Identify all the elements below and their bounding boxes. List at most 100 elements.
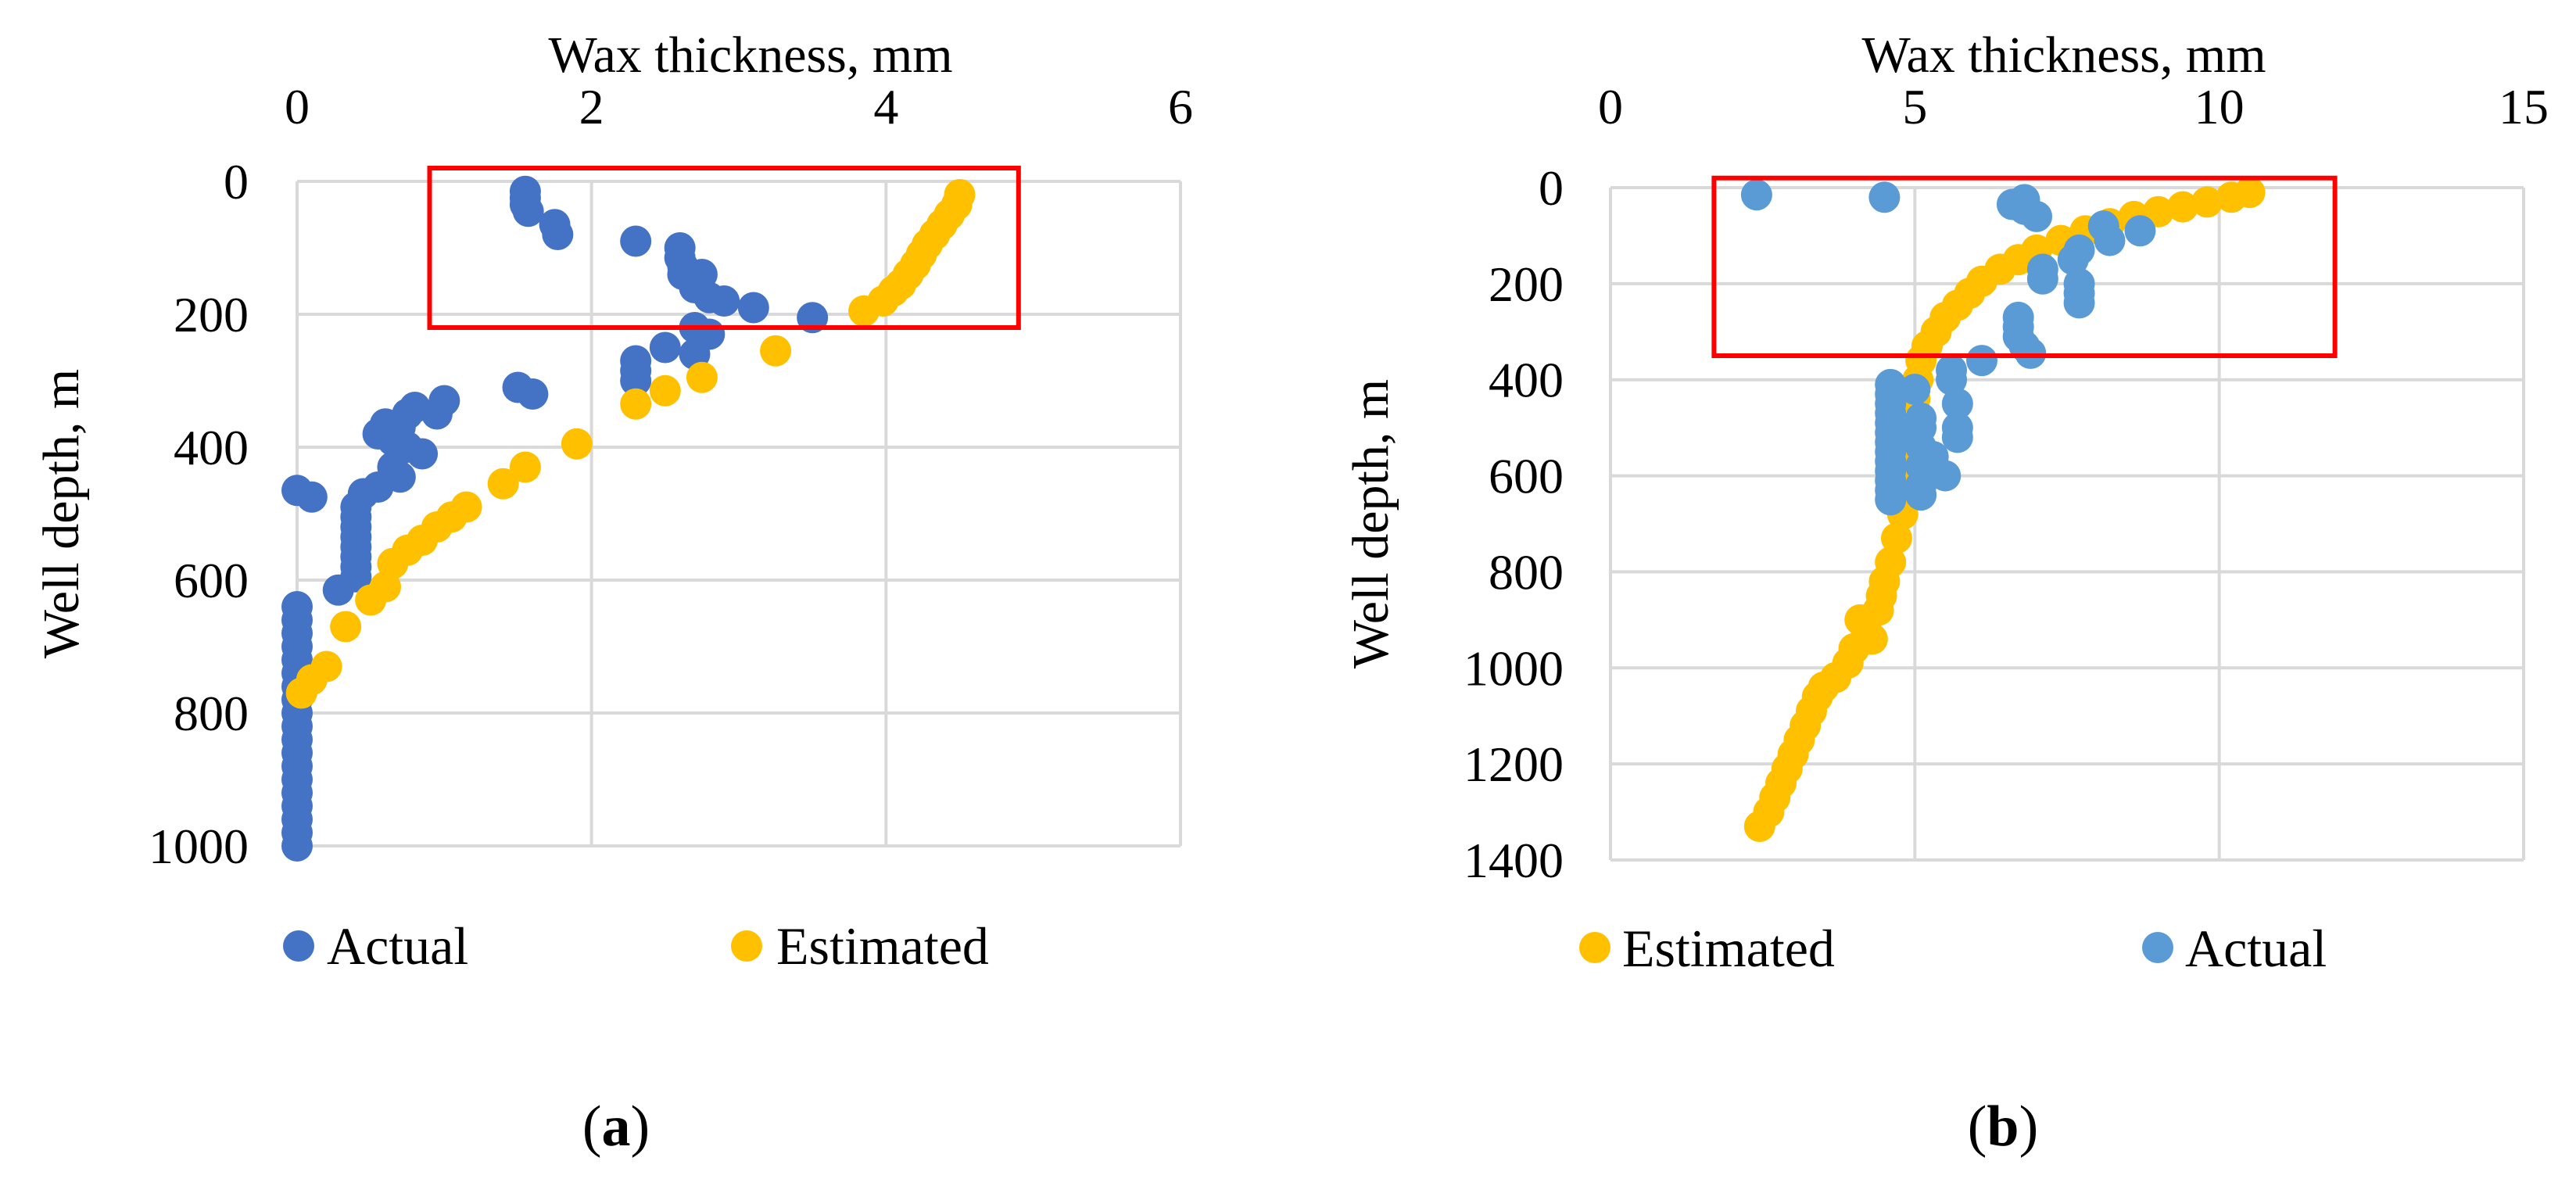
- point-estimated-a-14: [686, 361, 718, 393]
- panel-label-b-close: ): [2019, 1095, 2039, 1159]
- point-estimated-b-3: [2166, 191, 2198, 223]
- y-tick-label-a-4: 800: [174, 686, 249, 741]
- legend-marker-actual-a: [283, 930, 314, 962]
- point-actual-a-23: [620, 365, 652, 396]
- point-actual-b-7: [2124, 215, 2156, 247]
- point-actual-b-25: [1899, 374, 1931, 405]
- point-actual-a-6: [620, 225, 652, 257]
- y-axis-title-a: Well depth, m: [33, 369, 90, 658]
- panel-label-b: (b): [1968, 1095, 2038, 1159]
- y-tick-label-b-2: 400: [1489, 353, 1564, 408]
- x-tick-label-a-3: 6: [1168, 79, 1193, 134]
- legend-label-estimated-b: Estimated: [1622, 919, 1835, 978]
- series-estimated-a: [285, 179, 976, 709]
- point-actual-a-29: [421, 398, 453, 430]
- y-tick-label-b-6: 1200: [1464, 736, 1564, 792]
- point-actual-a-3: [512, 195, 544, 228]
- chart-b: 0 5 10 15 0 200 400 600 800 1000 1200 1400 Wax thi…: [1342, 27, 2549, 1159]
- point-estimated-a-31: [285, 677, 317, 709]
- point-estimated-b-46: [1743, 811, 1775, 842]
- point-actual-a-19: [649, 331, 681, 364]
- x-tick-label-a-2: 4: [873, 79, 898, 134]
- legend-label-actual-b: Actual: [2185, 919, 2327, 978]
- highlight-box-b: [1711, 175, 2338, 358]
- legend-label-estimated-a: Estimated: [776, 916, 989, 976]
- x-tick-label-a-0: 0: [285, 79, 310, 134]
- y-ticks-b: 0 200 400 600 800 1000 1200 1400: [1464, 160, 1564, 888]
- panel-label-a-open: (: [582, 1095, 602, 1159]
- point-estimated-a-27: [355, 584, 387, 616]
- point-actual-b-12: [2026, 263, 2058, 295]
- point-estimated-b-25: [1880, 522, 1912, 554]
- y-tick-label-b-3: 600: [1489, 449, 1564, 504]
- point-estimated-b-1: [2216, 181, 2248, 213]
- point-actual-b-23: [1936, 364, 1968, 396]
- panel-label-b-open: (: [1968, 1095, 1987, 1159]
- chart-a: 0 2 4 6 0 200 400 600 800 1000 Wax thickness, mm…: [33, 27, 1193, 1159]
- point-actual-b-15: [2063, 287, 2095, 319]
- point-actual-b-20: [2015, 337, 2047, 369]
- x-ticks-a: 0 2 4 6: [285, 79, 1193, 134]
- series-a: [281, 175, 976, 862]
- x-tick-label-b-0: 0: [1598, 79, 1623, 134]
- point-actual-b-35: [1941, 421, 1973, 453]
- point-actual-a-35: [407, 438, 439, 470]
- point-actual-b-10: [2057, 244, 2089, 276]
- point-actual-a-14: [708, 285, 740, 317]
- point-actual-a-15: [737, 292, 769, 324]
- series-estimated-b: [1743, 177, 2266, 842]
- point-estimated-b-2: [2191, 186, 2223, 218]
- legend-marker-estimated-b: [1579, 932, 1610, 963]
- point-estimated-a-28: [330, 611, 362, 643]
- point-actual-a-25: [517, 378, 549, 410]
- point-actual-a-41: [296, 481, 328, 513]
- y-ticks-a: 0 200 400 600 800 1000: [149, 154, 249, 874]
- point-estimated-a-17: [561, 428, 593, 460]
- panel-label-a-letter: a: [602, 1095, 631, 1159]
- y-tick-label-a-3: 600: [174, 553, 249, 608]
- legend-a: Actual Estimated: [283, 916, 989, 976]
- point-actual-b-27: [1941, 388, 1973, 420]
- point-actual-b-21: [1965, 345, 1997, 377]
- point-actual-a-5: [542, 219, 574, 250]
- point-actual-b-0: [1740, 179, 1772, 211]
- point-estimated-a-15: [649, 374, 681, 407]
- point-actual-b-1: [1868, 181, 1901, 213]
- point-estimated-a-19: [487, 468, 519, 500]
- y-tick-label-b-0: 0: [1539, 160, 1564, 216]
- legend-label-actual-a: Actual: [327, 916, 468, 976]
- point-estimated-a-16: [620, 388, 652, 420]
- point-estimated-a-18: [509, 451, 541, 483]
- x-tick-label-b-3: 15: [2499, 79, 2549, 134]
- y-tick-label-b-7: 1400: [1464, 833, 1564, 888]
- point-actual-b-49: [1875, 484, 1907, 516]
- y-tick-label-a-2: 400: [174, 420, 249, 475]
- point-estimated-a-12: [848, 295, 880, 327]
- y-tick-label-b-5: 1000: [1464, 640, 1564, 696]
- y-axis-title-b: Well depth, m: [1342, 379, 1399, 668]
- legend-b: Estimated Actual: [1579, 919, 2327, 978]
- y-tick-label-a-1: 200: [174, 287, 249, 342]
- legend-marker-estimated-a: [731, 930, 762, 962]
- point-actual-b-8: [2094, 224, 2126, 256]
- panel-label-a-close: ): [631, 1095, 650, 1159]
- x-axis-title-b: Wax thickness, mm: [1861, 27, 2266, 84]
- point-actual-b-5: [2021, 200, 2053, 232]
- point-actual-a-69: [281, 830, 313, 862]
- series-actual-a: [281, 175, 829, 862]
- x-tick-label-b-1: 5: [1902, 79, 1927, 134]
- point-actual-b-48: [1905, 479, 1937, 511]
- point-actual-a-50: [322, 574, 354, 606]
- point-estimated-a-13: [760, 335, 792, 367]
- x-tick-label-a-1: 2: [579, 79, 604, 134]
- gridlines-b: [1609, 186, 2525, 862]
- point-actual-b-44: [1929, 460, 1962, 492]
- panel-label-a: (a): [582, 1095, 650, 1159]
- panel-label-b-letter: b: [1987, 1095, 2019, 1159]
- y-tick-label-b-4: 800: [1489, 544, 1564, 600]
- legend-marker-actual-b: [2142, 932, 2173, 963]
- highlight-box-a: [427, 166, 1021, 330]
- x-axis-title-a: Wax thickness, mm: [548, 27, 952, 84]
- x-tick-label-b-2: 10: [2194, 79, 2245, 134]
